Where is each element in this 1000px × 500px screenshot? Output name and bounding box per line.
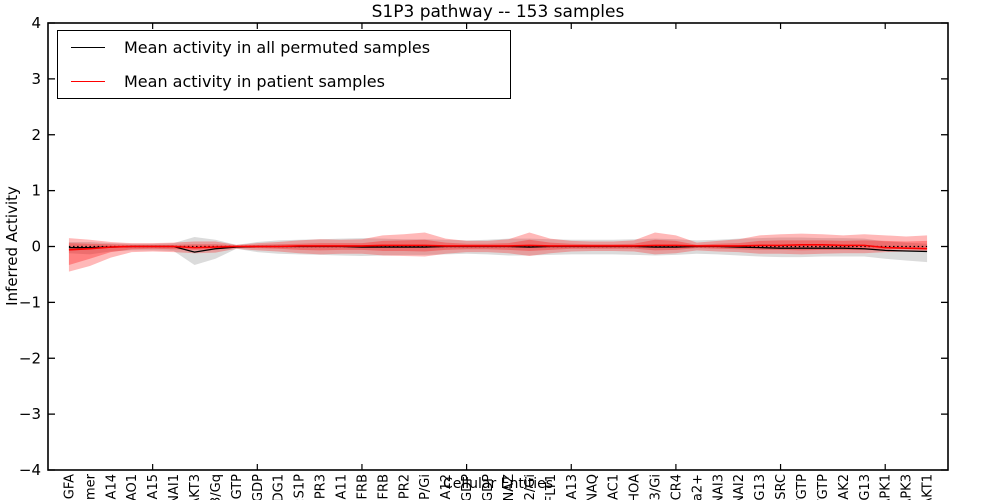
x-category-label: JAK2 [837,474,852,500]
y-tick-label: 0 [31,238,41,256]
x-category-label: RAC1 [607,474,622,500]
x-category-label: GNA12 [439,474,454,500]
x-category-label: MAPK3 [900,474,915,500]
x-category-label: GNAO1 [125,474,140,500]
x-category-label: GNAZ [502,474,517,500]
x-category-label: S1P/S1P3/Gq [209,474,224,500]
x-category-label: Rac1/GTP [795,474,810,500]
x-category-label: Rac1/GDP [460,474,475,500]
x-category-label: PDGFB-D/PDGFRB [355,474,370,500]
x-axis-label: Cellular Entities [442,476,554,492]
x-category-label: GNA11 [335,474,350,500]
permuted-line-swatch [71,47,105,49]
legend-label-patient: Mean activity in patient samples [124,71,385,91]
x-category-label: S1PR3 [314,474,329,500]
x-category-label: GNAI2 [732,474,747,500]
legend-entry-permuted: Mean activity in all permuted samples [58,33,510,63]
x-category-label: VEGFA [62,474,77,500]
y-tick-label: −4 [19,461,41,479]
y-tick-label: 2 [31,126,41,144]
y-tick-label: 1 [31,182,41,200]
x-category-label: S1PR2 [397,474,412,500]
y-tick-label: −2 [19,349,41,367]
legend-label-permuted: Mean activity in all permuted samples [124,38,431,58]
patient-std-band-outer [68,232,928,272]
x-category-label: S1P1/S1P/Gi [418,474,433,500]
x-category-label: G12/G13 [753,474,768,500]
x-category-label: FLT1 [544,474,559,500]
x-category-label: GNA13 [565,474,580,500]
x-category-label: mol:GDP [251,474,266,500]
y-tick-label: 4 [31,14,41,32]
x-category-label: GNAI1 [167,474,182,500]
x-category-label: VEGFR1 homodimer/VEGFA homodimer [83,473,98,500]
x-category-label: AKT1 [921,474,936,500]
x-category-label: RhoA/GTP [816,474,831,500]
y-tick-label: 3 [31,70,41,88]
x-category-label: GNA15 [146,474,161,500]
x-category-label: GNAQ [586,474,601,500]
x-category-label: MAPK1 [879,474,894,500]
x-category-label: GNA14 [104,474,119,500]
x-category-label: CXCR4 [669,474,684,500]
permuted-std-band [68,237,928,265]
x-category-label: EDG1 [272,474,287,500]
x-category-label: S1P/S1P3/Gi [648,474,663,500]
patient-line-swatch [71,80,105,82]
x-category-label: mol:S1P [293,474,308,500]
series-line-patient [68,244,928,251]
chart-title: S1P3 pathway -- 153 samples [371,2,625,22]
legend-entry-patient: Mean activity in patient samples [58,66,510,96]
x-category-label: mol:GTP [230,474,245,500]
x-category-label: AKT3 [188,474,203,500]
y-axis-label: Inferred Activity [3,186,21,306]
x-category-label: mol:Ca2+ [690,474,705,500]
y-tick-label: −3 [19,405,41,423]
y-tick-label: −1 [19,293,41,311]
x-category-label: GNAI3 [711,474,726,500]
x-category-label: PDGFRB [376,474,391,500]
legend: Mean activity in all permuted samples Me… [57,30,511,99]
x-category-label: RhoA/GDP [481,474,496,500]
x-category-label: SRC [774,474,789,500]
x-category-label: S1P/S1P3/G12/G13 [858,474,873,500]
x-category-label: S1P/S1P2/Gi [523,474,538,500]
x-category-label: RHOA [628,474,643,500]
